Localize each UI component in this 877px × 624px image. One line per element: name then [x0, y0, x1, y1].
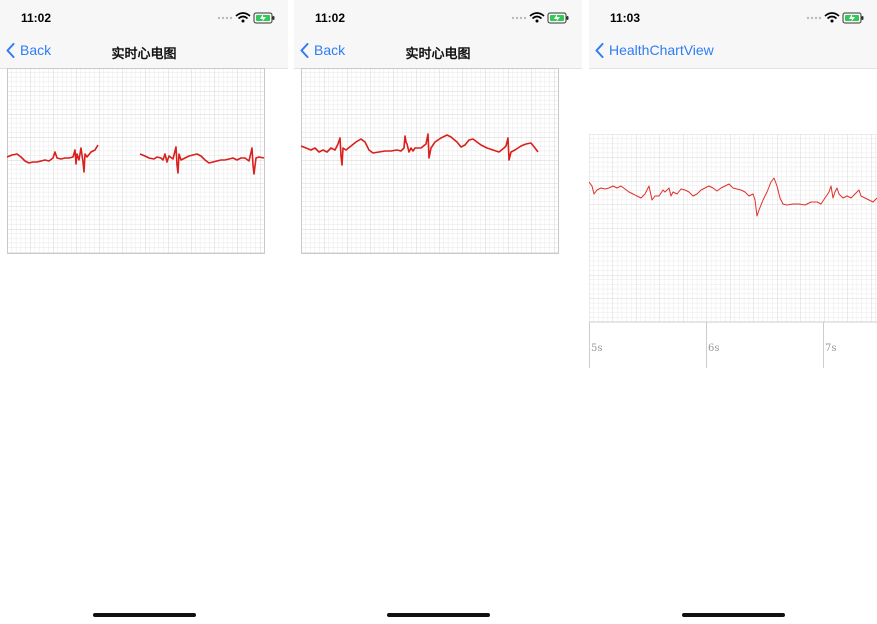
back-button[interactable]: Back	[300, 42, 345, 58]
chevron-left-icon	[595, 42, 604, 58]
x-axis-tick-label: 6s	[708, 343, 720, 354]
wifi-icon	[824, 12, 840, 23]
ecg-trace	[301, 133, 539, 166]
phone-screen-2: 11:02 Back 实时心电图	[294, 0, 582, 624]
home-indicator	[682, 613, 785, 617]
wifi-icon	[235, 12, 251, 23]
back-button[interactable]: HealthChartView	[595, 42, 714, 58]
x-axis-tick-label: 5s	[591, 343, 603, 354]
back-button-label: Back	[314, 42, 346, 58]
chevron-left-icon	[300, 42, 309, 58]
chevron-left-icon	[6, 42, 15, 58]
ecg-trace	[7, 144, 265, 175]
status-time: 11:02	[315, 11, 346, 25]
navigation-bar: Back 实时心电图	[0, 34, 288, 69]
status-time: 11:02	[21, 11, 52, 25]
back-button-label: HealthChartView	[609, 42, 714, 58]
navigation-bar: Back 实时心电图	[294, 34, 582, 69]
status-bar: 11:02	[0, 0, 288, 34]
cellular-icon	[511, 16, 527, 20]
ecg-trace	[589, 177, 877, 217]
status-time: 11:03	[610, 11, 641, 25]
phone-screen-1: 11:02 Back 实时心电图	[0, 0, 288, 624]
health-ecg-chart: 5s 6s 7s	[589, 134, 877, 368]
x-axis-tick-label: 7s	[825, 343, 837, 354]
battery-icon	[842, 12, 864, 24]
home-indicator	[93, 613, 196, 617]
page-title: 实时心电图	[405, 46, 471, 61]
home-indicator	[387, 613, 490, 617]
wifi-icon	[529, 12, 545, 23]
battery-icon	[253, 12, 275, 24]
ecg-grid	[301, 68, 558, 253]
status-bar: 11:02	[294, 0, 582, 34]
status-icons	[511, 12, 569, 24]
status-bar: 11:03	[589, 0, 877, 34]
ecg-grid	[589, 134, 877, 322]
back-button-label: Back	[20, 42, 52, 58]
cellular-icon	[806, 16, 822, 20]
battery-icon	[547, 12, 569, 24]
back-button[interactable]: Back	[6, 42, 51, 58]
navigation-bar: HealthChartView	[589, 34, 877, 69]
ecg-chart	[301, 68, 559, 254]
status-icons	[217, 12, 275, 24]
phone-screen-3: 11:03 HealthChartView	[589, 0, 877, 624]
cellular-icon	[217, 16, 233, 20]
ecg-chart	[7, 68, 265, 254]
page-title: 实时心电图	[111, 46, 177, 61]
status-icons	[806, 12, 864, 24]
